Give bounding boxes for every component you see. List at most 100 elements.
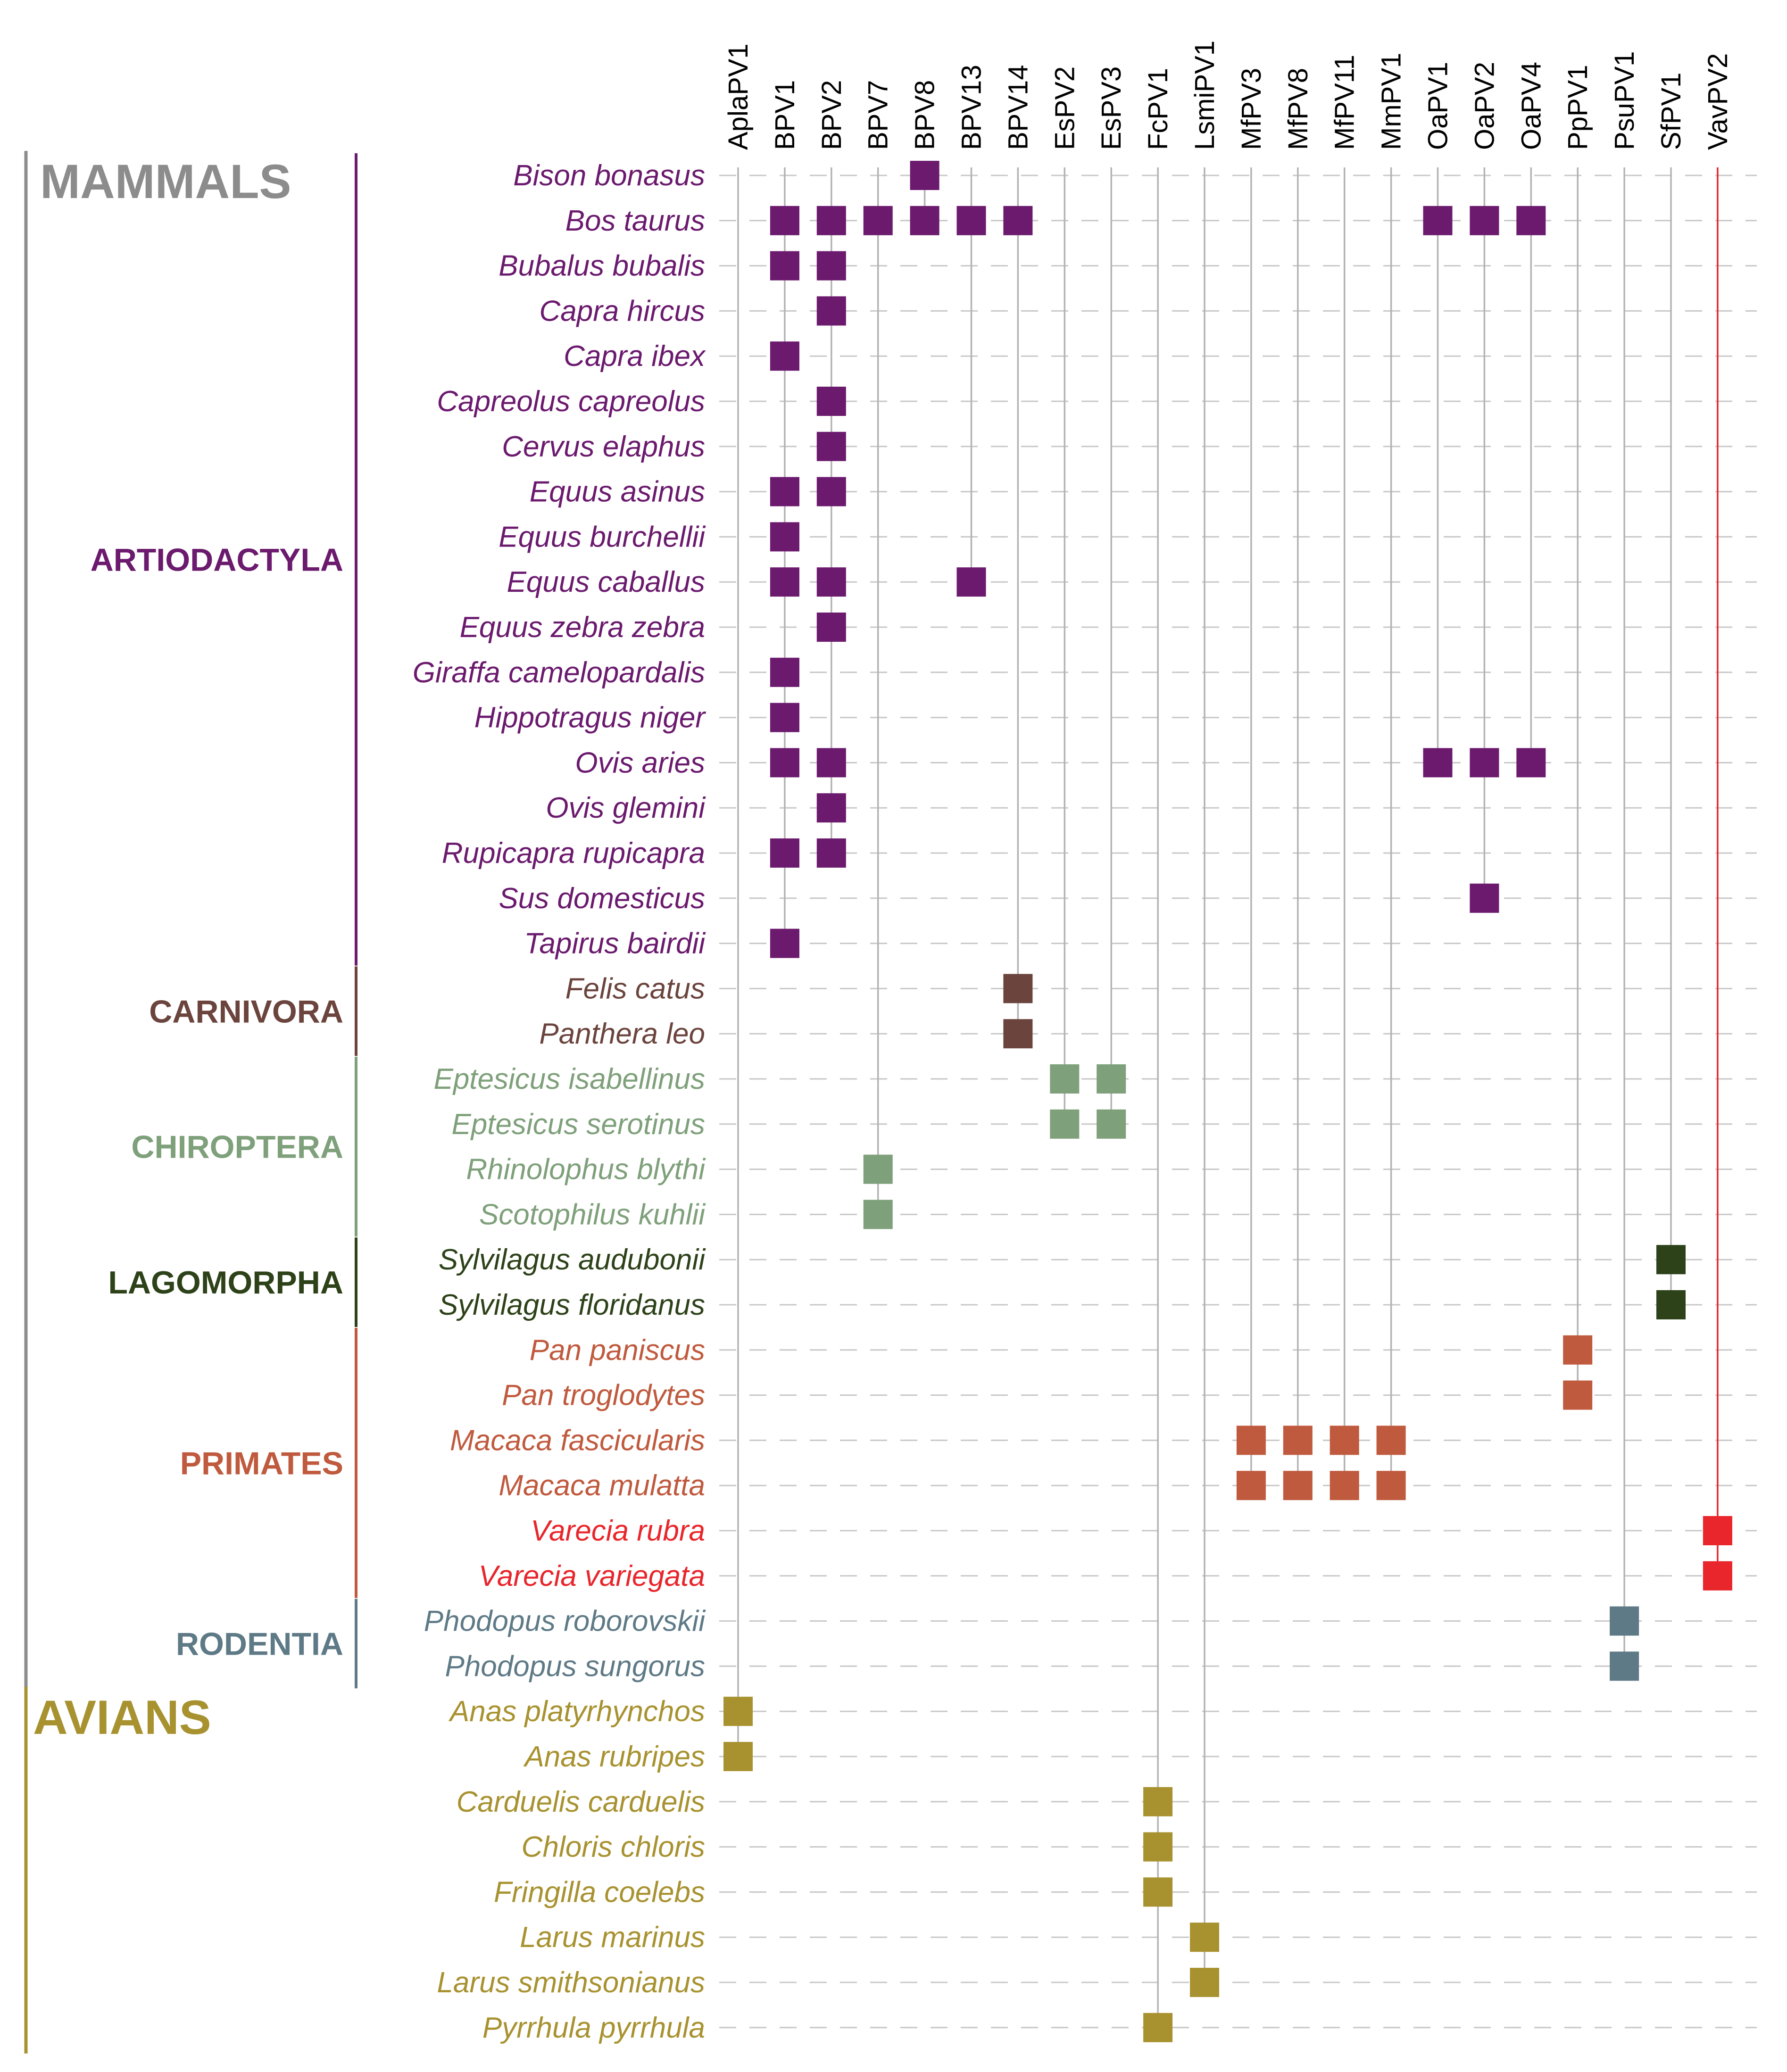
detection-cell <box>1376 1471 1406 1500</box>
group-label: RODENTIA <box>176 1626 343 1662</box>
species-label: Pan troglodytes <box>502 1379 705 1412</box>
detection-cell <box>816 567 846 597</box>
detection-cell-layer <box>723 161 1732 2042</box>
species-label: Pan paniscus <box>530 1334 705 1367</box>
detection-cell <box>1656 1290 1686 1319</box>
detection-cell <box>1563 1380 1593 1410</box>
species-label: Felis catus <box>565 972 705 1005</box>
virus-label: FcPV1 <box>1143 68 1173 150</box>
species-label: Pyrrhula pyrrhula <box>482 2012 705 2044</box>
species-label: Capra hircus <box>540 295 705 327</box>
species-label: Equus asinus <box>530 476 705 508</box>
species-label: Fringilla coelebs <box>494 1876 705 1908</box>
species-label: Sylvilagus floridanus <box>439 1289 705 1321</box>
species-label: Ovis aries <box>575 746 705 779</box>
species-label: Rupicapra rupicapra <box>442 837 705 870</box>
detection-cell <box>1563 1335 1593 1365</box>
detection-cell <box>1050 1109 1080 1139</box>
detection-cell <box>770 477 799 506</box>
detection-cell <box>1376 1426 1406 1455</box>
species-label: Capreolus capreolus <box>437 385 705 418</box>
species-label: Phodopus sungorus <box>445 1650 705 1682</box>
virus-label: OaPV1 <box>1423 62 1454 150</box>
detection-cell <box>1143 2013 1173 2042</box>
virus-label: BPV13 <box>956 65 987 150</box>
detection-cell <box>816 431 846 461</box>
detection-cell <box>1190 1923 1219 1952</box>
detection-cell <box>816 296 846 326</box>
virus-label: BPV8 <box>910 80 940 150</box>
detection-cell <box>1516 748 1546 778</box>
detection-cell <box>1003 1019 1033 1049</box>
species-label: Rhinolophus blythi <box>466 1153 706 1186</box>
detection-cell <box>1236 1471 1266 1500</box>
species-label: Tapirus bairdii <box>524 928 706 960</box>
detection-cell <box>770 703 799 732</box>
detection-cell <box>816 793 846 823</box>
species-label: Cervus elaphus <box>502 431 705 463</box>
detection-cell <box>816 748 846 778</box>
detection-cell <box>770 748 799 778</box>
detection-cell <box>1097 1064 1126 1094</box>
species-label: Bison bonasus <box>513 159 705 192</box>
detection-cell <box>770 928 799 958</box>
detection-cell <box>816 206 846 235</box>
grid-layer <box>719 174 1757 2029</box>
detection-cell <box>1470 206 1499 235</box>
detection-cell <box>723 1697 753 1726</box>
detection-cell <box>770 838 799 868</box>
detection-cell <box>816 477 846 506</box>
virus-label: OaPV2 <box>1469 62 1500 150</box>
detection-cell <box>816 387 846 416</box>
virus-label: MmPV1 <box>1376 53 1407 150</box>
detection-cell <box>1470 748 1499 778</box>
detection-cell <box>1703 1516 1732 1545</box>
detection-cell <box>816 613 846 642</box>
detection-cell <box>1423 206 1453 235</box>
virus-label: OaPV4 <box>1516 62 1546 150</box>
species-label: Sus domesticus <box>499 882 705 915</box>
species-label: Equus burchellii <box>499 521 706 553</box>
detection-cell <box>863 1200 893 1229</box>
detection-cell <box>1003 974 1033 1003</box>
virus-label: BPV2 <box>816 80 847 150</box>
detection-cell <box>1470 883 1499 913</box>
class-label: MAMMALS <box>40 155 291 208</box>
species-label: Phodopus roborovskii <box>424 1605 706 1638</box>
virus-label: MfPV8 <box>1283 68 1313 150</box>
species-label: Macaca mulatta <box>499 1469 705 1502</box>
virus-label: MfPV3 <box>1236 68 1267 150</box>
virus-label: MfPV11 <box>1330 55 1360 150</box>
detection-cell <box>1283 1471 1313 1500</box>
detection-cell <box>1610 1651 1639 1681</box>
detection-cell <box>910 206 939 235</box>
species-label: Scotophilus kuhlii <box>479 1198 706 1231</box>
detection-cell <box>816 251 846 281</box>
detection-cell <box>1610 1606 1639 1636</box>
species-label: Larus marinus <box>520 1921 705 1954</box>
detection-cell <box>770 251 799 281</box>
species-label: Capra ibex <box>564 340 706 373</box>
virus-label: VavPV2 <box>1703 53 1733 150</box>
group-label: ARTIODACTYLA <box>91 542 343 578</box>
detection-cell <box>1143 1877 1173 1907</box>
detection-cell <box>770 567 799 597</box>
species-label: Sylvilagus audubonii <box>439 1243 706 1276</box>
species-label: Carduelis carduelis <box>457 1786 705 1818</box>
detection-cell <box>1190 1968 1219 1997</box>
detection-cell <box>770 341 799 371</box>
species-label: Chloris chloris <box>522 1831 705 1864</box>
virus-label: PsuPV1 <box>1609 51 1640 150</box>
virus-label: BPV7 <box>863 80 894 150</box>
detection-cell <box>1656 1245 1686 1275</box>
species-label: Ovis glemini <box>546 792 706 824</box>
species-label: Anas platyrhynchos <box>448 1695 705 1728</box>
species-label: Equus caballus <box>507 566 706 598</box>
species-label: Varecia rubra <box>531 1515 705 1547</box>
group-label: LAGOMORPHA <box>108 1265 343 1301</box>
virus-label: PpPV1 <box>1563 65 1593 150</box>
detection-cell <box>816 838 846 868</box>
detection-cell <box>1050 1064 1080 1094</box>
